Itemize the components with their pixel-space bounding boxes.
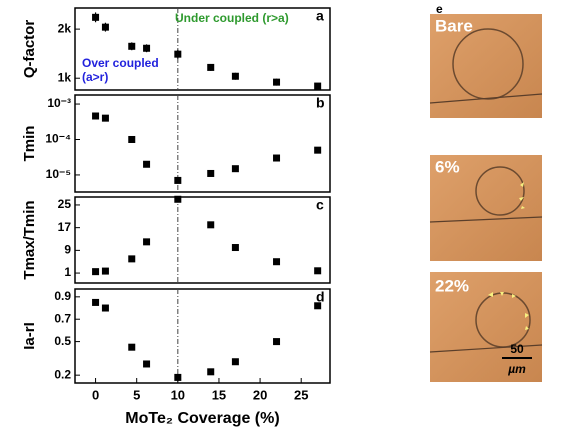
x-tick-label: 5 bbox=[133, 387, 140, 402]
y-tick-label: 10⁻⁴ bbox=[45, 132, 71, 146]
data-point bbox=[174, 373, 182, 381]
data-point bbox=[273, 338, 281, 346]
panel-label: a bbox=[316, 8, 324, 24]
data-point bbox=[273, 154, 281, 162]
data-point bbox=[174, 176, 182, 184]
micrograph: 6% bbox=[429, 155, 543, 261]
data-point bbox=[101, 23, 109, 31]
plot-frame bbox=[74, 196, 331, 284]
data-point bbox=[92, 268, 100, 276]
annotation: Over coupled bbox=[82, 56, 159, 70]
y-axis-label: Ia-rI bbox=[21, 322, 38, 350]
data-point bbox=[101, 267, 109, 275]
data-point bbox=[174, 195, 182, 203]
y-tick-label: 9 bbox=[64, 243, 71, 257]
y-tick-label: 1 bbox=[64, 265, 71, 279]
annotation: (a>r) bbox=[82, 70, 108, 84]
data-point bbox=[207, 221, 215, 229]
plot-frame bbox=[74, 288, 331, 384]
data-point bbox=[92, 13, 100, 21]
data-point bbox=[101, 304, 109, 312]
image-label: 22% bbox=[435, 276, 469, 295]
y-tick-label: 17 bbox=[58, 220, 72, 234]
data-point bbox=[128, 343, 136, 351]
y-tick-label: 0.2 bbox=[54, 367, 71, 381]
x-axis-label: MoTe₂ Coverage (%) bbox=[125, 410, 279, 427]
micrograph: Bare bbox=[429, 14, 543, 118]
y-tick-label: 25 bbox=[58, 197, 72, 211]
data-point bbox=[273, 258, 281, 266]
micrograph: 22% 50 µm bbox=[429, 272, 543, 382]
data-point bbox=[143, 238, 151, 246]
data-point bbox=[207, 368, 215, 376]
data-point bbox=[314, 146, 322, 154]
data-point bbox=[314, 267, 322, 275]
data-point bbox=[231, 165, 239, 173]
y-tick-label: 10⁻³ bbox=[47, 96, 71, 110]
y-tick-label: 0.7 bbox=[54, 311, 71, 325]
panel-label: d bbox=[316, 289, 325, 305]
y-tick-label: 1k bbox=[58, 70, 72, 84]
data-point bbox=[231, 244, 239, 252]
annotation: Under coupled (r>a) bbox=[175, 11, 289, 25]
y-axis-label: Q-factor bbox=[21, 20, 38, 79]
x-tick-label: 25 bbox=[294, 387, 308, 402]
y-tick-label: 10⁻⁵ bbox=[46, 167, 71, 181]
data-point bbox=[92, 298, 100, 306]
data-point bbox=[231, 72, 239, 80]
data-point bbox=[92, 112, 100, 120]
x-tick-label: 20 bbox=[253, 387, 267, 402]
data-point bbox=[143, 160, 151, 168]
data-point bbox=[128, 135, 136, 143]
data-point bbox=[143, 44, 151, 52]
image-label: 6% bbox=[435, 157, 460, 176]
x-tick-label: 0 bbox=[92, 387, 99, 402]
scale-bar-label: 50 bbox=[510, 342, 524, 356]
scale-bar-unit: µm bbox=[507, 362, 526, 376]
data-point bbox=[207, 63, 215, 71]
data-point bbox=[174, 50, 182, 58]
data-point bbox=[207, 169, 215, 177]
data-point bbox=[128, 42, 136, 50]
image-label: Bare bbox=[435, 16, 473, 35]
y-tick-label: 2k bbox=[58, 21, 72, 35]
data-point bbox=[231, 358, 239, 366]
data-point bbox=[314, 302, 322, 310]
data-point bbox=[128, 255, 136, 263]
data-point bbox=[101, 114, 109, 122]
panel-label: e bbox=[436, 2, 443, 16]
y-axis-label: Tmax/Tmin bbox=[21, 200, 38, 279]
plot-frame bbox=[74, 94, 331, 193]
data-point bbox=[273, 78, 281, 86]
panel-label: c bbox=[316, 197, 324, 213]
plot-frame bbox=[74, 7, 331, 91]
data-point bbox=[143, 360, 151, 368]
y-tick-label: 0.9 bbox=[54, 289, 71, 303]
y-axis-label: Tmin bbox=[21, 126, 38, 162]
panel-label: b bbox=[316, 95, 325, 111]
y-tick-label: 0.5 bbox=[54, 334, 71, 348]
x-tick-label: 10 bbox=[171, 387, 185, 402]
data-point bbox=[314, 82, 322, 90]
x-tick-label: 15 bbox=[212, 387, 226, 402]
